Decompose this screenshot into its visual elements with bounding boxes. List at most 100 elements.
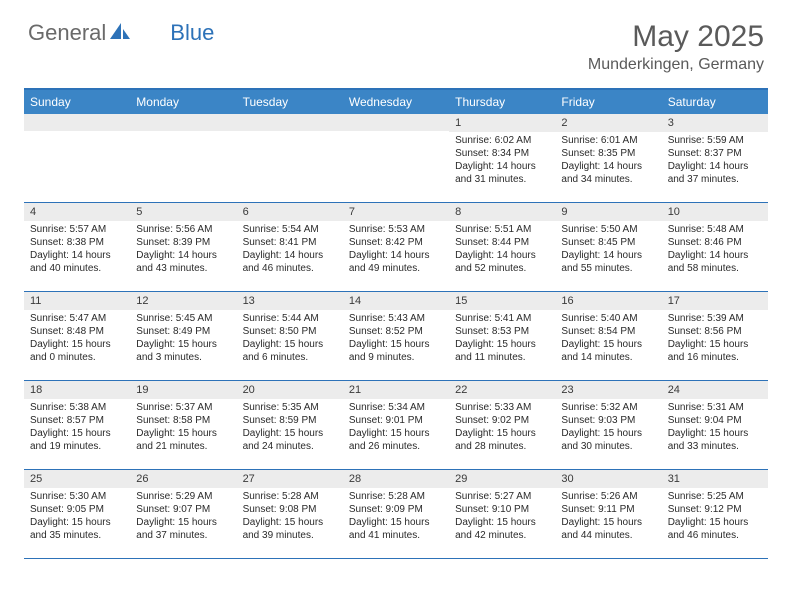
day-data: Sunrise: 5:31 AMSunset: 9:04 PMDaylight:… [662, 399, 768, 457]
dow-label: Sunday [24, 90, 130, 114]
sunset-line: Sunset: 8:57 PM [30, 414, 124, 427]
day-data: Sunrise: 5:50 AMSunset: 8:45 PMDaylight:… [555, 221, 661, 279]
sunrise-line: Sunrise: 5:35 AM [243, 401, 337, 414]
daylight-line-2: and 3 minutes. [136, 351, 230, 364]
sunset-line: Sunset: 9:05 PM [30, 503, 124, 516]
daylight-line-1: Daylight: 14 hours [349, 249, 443, 262]
sunset-line: Sunset: 8:35 PM [561, 147, 655, 160]
daylight-line-1: Daylight: 15 hours [136, 427, 230, 440]
day-data: Sunrise: 5:32 AMSunset: 9:03 PMDaylight:… [555, 399, 661, 457]
daylight-line-2: and 55 minutes. [561, 262, 655, 275]
sunrise-line: Sunrise: 5:28 AM [243, 490, 337, 503]
day-cell: 13Sunrise: 5:44 AMSunset: 8:50 PMDayligh… [237, 292, 343, 380]
day-number: 17 [662, 292, 768, 310]
sunset-line: Sunset: 9:04 PM [668, 414, 762, 427]
day-number [343, 114, 449, 131]
day-cell: 24Sunrise: 5:31 AMSunset: 9:04 PMDayligh… [662, 381, 768, 469]
sunset-line: Sunset: 9:12 PM [668, 503, 762, 516]
day-data: Sunrise: 5:54 AMSunset: 8:41 PMDaylight:… [237, 221, 343, 279]
daylight-line-1: Daylight: 15 hours [349, 516, 443, 529]
day-cell: 26Sunrise: 5:29 AMSunset: 9:07 PMDayligh… [130, 470, 236, 558]
sunset-line: Sunset: 9:09 PM [349, 503, 443, 516]
daylight-line-2: and 28 minutes. [455, 440, 549, 453]
sunset-line: Sunset: 8:42 PM [349, 236, 443, 249]
day-cell: 2Sunrise: 6:01 AMSunset: 8:35 PMDaylight… [555, 114, 661, 202]
sunrise-line: Sunrise: 5:47 AM [30, 312, 124, 325]
sunset-line: Sunset: 9:03 PM [561, 414, 655, 427]
sunrise-line: Sunrise: 5:41 AM [455, 312, 549, 325]
sunrise-line: Sunrise: 5:27 AM [455, 490, 549, 503]
daylight-line-1: Daylight: 15 hours [561, 338, 655, 351]
day-data: Sunrise: 5:59 AMSunset: 8:37 PMDaylight:… [662, 132, 768, 190]
week-row: 4Sunrise: 5:57 AMSunset: 8:38 PMDaylight… [24, 203, 768, 292]
day-number: 25 [24, 470, 130, 488]
day-cell: 8Sunrise: 5:51 AMSunset: 8:44 PMDaylight… [449, 203, 555, 291]
day-cell: 15Sunrise: 5:41 AMSunset: 8:53 PMDayligh… [449, 292, 555, 380]
day-cell: 6Sunrise: 5:54 AMSunset: 8:41 PMDaylight… [237, 203, 343, 291]
day-number: 18 [24, 381, 130, 399]
day-cell: 3Sunrise: 5:59 AMSunset: 8:37 PMDaylight… [662, 114, 768, 202]
sunrise-line: Sunrise: 5:34 AM [349, 401, 443, 414]
sunrise-line: Sunrise: 5:48 AM [668, 223, 762, 236]
sunrise-line: Sunrise: 5:26 AM [561, 490, 655, 503]
sunrise-line: Sunrise: 5:53 AM [349, 223, 443, 236]
daylight-line-1: Daylight: 15 hours [136, 338, 230, 351]
sunset-line: Sunset: 9:11 PM [561, 503, 655, 516]
day-number: 23 [555, 381, 661, 399]
dow-label: Thursday [449, 90, 555, 114]
day-number: 8 [449, 203, 555, 221]
day-data: Sunrise: 5:28 AMSunset: 9:08 PMDaylight:… [237, 488, 343, 546]
day-number [130, 114, 236, 131]
sunset-line: Sunset: 8:44 PM [455, 236, 549, 249]
daylight-line-2: and 46 minutes. [243, 262, 337, 275]
day-cell [343, 114, 449, 202]
sunrise-line: Sunrise: 5:31 AM [668, 401, 762, 414]
day-number: 1 [449, 114, 555, 132]
daylight-line-1: Daylight: 15 hours [455, 338, 549, 351]
day-number: 21 [343, 381, 449, 399]
day-cell: 5Sunrise: 5:56 AMSunset: 8:39 PMDaylight… [130, 203, 236, 291]
daylight-line-2: and 52 minutes. [455, 262, 549, 275]
sunset-line: Sunset: 9:08 PM [243, 503, 337, 516]
daylight-line-1: Daylight: 14 hours [455, 160, 549, 173]
day-data: Sunrise: 5:37 AMSunset: 8:58 PMDaylight:… [130, 399, 236, 457]
daylight-line-1: Daylight: 15 hours [243, 338, 337, 351]
day-cell [24, 114, 130, 202]
sunset-line: Sunset: 8:38 PM [30, 236, 124, 249]
logo-text-1: General [28, 20, 106, 46]
day-data: Sunrise: 5:41 AMSunset: 8:53 PMDaylight:… [449, 310, 555, 368]
daylight-line-1: Daylight: 15 hours [455, 516, 549, 529]
day-cell: 31Sunrise: 5:25 AMSunset: 9:12 PMDayligh… [662, 470, 768, 558]
daylight-line-2: and 43 minutes. [136, 262, 230, 275]
daylight-line-1: Daylight: 15 hours [136, 516, 230, 529]
daylight-line-2: and 37 minutes. [136, 529, 230, 542]
day-cell: 25Sunrise: 5:30 AMSunset: 9:05 PMDayligh… [24, 470, 130, 558]
day-data: Sunrise: 5:40 AMSunset: 8:54 PMDaylight:… [555, 310, 661, 368]
sunrise-line: Sunrise: 5:57 AM [30, 223, 124, 236]
daylight-line-2: and 58 minutes. [668, 262, 762, 275]
sunrise-line: Sunrise: 5:38 AM [30, 401, 124, 414]
day-cell: 4Sunrise: 5:57 AMSunset: 8:38 PMDaylight… [24, 203, 130, 291]
day-number: 29 [449, 470, 555, 488]
daylight-line-2: and 42 minutes. [455, 529, 549, 542]
sunrise-line: Sunrise: 6:02 AM [455, 134, 549, 147]
day-data: Sunrise: 5:53 AMSunset: 8:42 PMDaylight:… [343, 221, 449, 279]
day-number: 15 [449, 292, 555, 310]
dow-label: Saturday [662, 90, 768, 114]
day-cell [130, 114, 236, 202]
daylight-line-1: Daylight: 15 hours [561, 427, 655, 440]
sunrise-line: Sunrise: 5:32 AM [561, 401, 655, 414]
day-data: Sunrise: 5:25 AMSunset: 9:12 PMDaylight:… [662, 488, 768, 546]
day-cell: 18 Sunrise: 5:38 AMSunset: 8:57 PMDayligh… [24, 381, 130, 469]
day-number: 3 [662, 114, 768, 132]
day-cell: 20Sunrise: 5:35 AMSunset: 8:59 PMDayligh… [237, 381, 343, 469]
daylight-line-2: and 26 minutes. [349, 440, 443, 453]
day-number [237, 114, 343, 131]
sunrise-line: Sunrise: 5:45 AM [136, 312, 230, 325]
dow-label: Friday [555, 90, 661, 114]
daylight-line-1: Daylight: 15 hours [30, 427, 124, 440]
daylight-line-2: and 21 minutes. [136, 440, 230, 453]
sunset-line: Sunset: 8:52 PM [349, 325, 443, 338]
sunrise-line: Sunrise: 5:54 AM [243, 223, 337, 236]
day-data: Sunrise: 5:33 AMSunset: 9:02 PMDaylight:… [449, 399, 555, 457]
